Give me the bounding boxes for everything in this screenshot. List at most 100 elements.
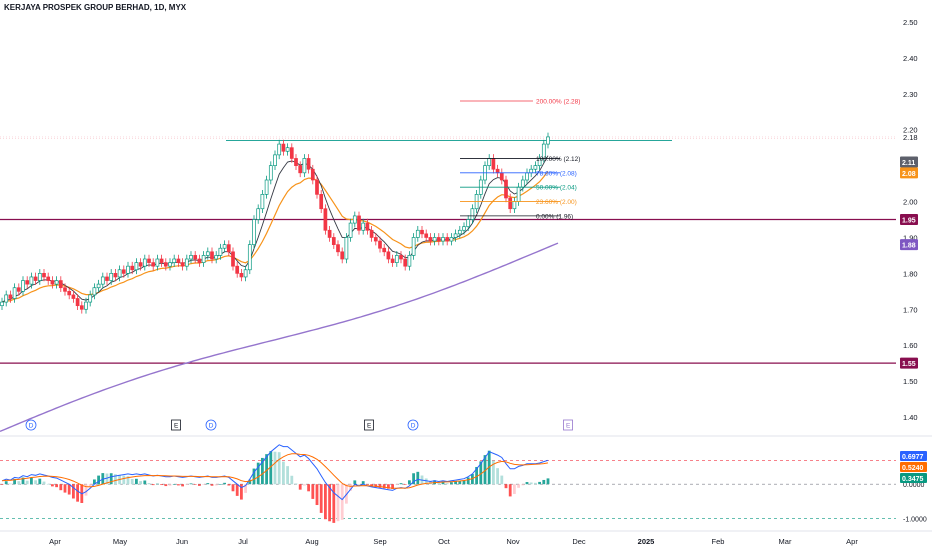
macd-histogram-bar: [319, 484, 323, 513]
candle-body: [529, 168, 534, 174]
macd-histogram-bar: [164, 484, 168, 487]
candle-body: [415, 229, 420, 238]
candle-body: [16, 287, 21, 292]
macd-histogram-bar: [84, 484, 88, 496]
candle-body: [323, 208, 328, 231]
candle-body: [4, 294, 9, 303]
candle-body: [331, 237, 336, 245]
candle-body: [357, 215, 361, 231]
candle-body: [197, 258, 202, 263]
candle-body: [130, 265, 135, 271]
candle-body: [407, 255, 412, 267]
candle-body: [243, 269, 248, 278]
macd-histogram-bar: [324, 484, 327, 520]
earnings-marker: [563, 419, 573, 431]
candle-body: [348, 222, 353, 238]
candle-body: [411, 237, 416, 256]
macd-histogram-bar: [395, 484, 399, 485]
price-badge: [900, 214, 918, 225]
candle-body: [121, 269, 126, 274]
candle-body: [457, 229, 462, 235]
candle-body: [100, 276, 105, 285]
candle-body: [399, 255, 403, 260]
macd-histogram-bar: [492, 460, 495, 485]
macd-histogram-bar: [315, 484, 319, 506]
candle-body: [361, 222, 366, 231]
candle-body: [37, 273, 42, 281]
candle-body: [281, 143, 286, 152]
macd-badge-label: 0.6977: [902, 454, 924, 461]
macd-histogram-bar: [126, 476, 130, 485]
candle-body: [113, 273, 118, 278]
time-tick-label: Mar: [779, 537, 792, 546]
macd-histogram-bar: [130, 478, 134, 485]
candle-body: [176, 258, 181, 263]
candle-body: [117, 269, 122, 278]
candle-body: [142, 258, 147, 267]
candle-body: [109, 273, 114, 281]
candle-body: [352, 215, 357, 224]
macd-histogram-bar: [403, 484, 407, 485]
macd-badge: [900, 462, 927, 472]
fib-level-label: 200.00% (2.28): [536, 99, 580, 106]
macd-histogram-bar: [479, 461, 483, 485]
macd-histogram-bar: [269, 451, 273, 485]
macd-histogram-bar: [412, 473, 415, 485]
candle-body: [126, 265, 130, 274]
price-badge-label: 2.11: [902, 160, 915, 167]
price-tick-label: 2.40: [903, 54, 918, 63]
macd-histogram-bar: [525, 482, 529, 485]
candle-body: [369, 229, 374, 238]
candle-body: [58, 280, 63, 289]
candle-body: [235, 265, 240, 274]
candle-body: [546, 136, 550, 145]
dividend-marker: [407, 419, 419, 431]
macd-histogram-bar: [517, 484, 520, 488]
earnings-marker: [364, 419, 374, 431]
earnings-marker-label: E: [367, 423, 372, 430]
macd-histogram-bar: [496, 468, 499, 485]
candle-body: [42, 273, 46, 278]
macd-histogram-bar: [185, 484, 189, 485]
macd-histogram-bar: [160, 484, 163, 486]
macd-histogram-bar: [13, 478, 16, 485]
candle-body: [54, 280, 59, 285]
price-tick-label: 2.20: [903, 126, 918, 135]
macd-histogram-bar: [168, 484, 172, 486]
candle-body: [63, 287, 67, 292]
macd-histogram-bar: [538, 481, 541, 485]
macd-histogram-bar: [303, 484, 306, 486]
time-tick-label: May: [113, 537, 127, 546]
macd-histogram-bar: [307, 484, 310, 492]
macd-histogram-bar: [235, 484, 239, 496]
macd-histogram-bar: [248, 479, 252, 485]
candle-body: [336, 244, 340, 253]
macd-histogram-bar: [76, 484, 79, 502]
candle-body: [302, 158, 307, 174]
macd-histogram-bar: [298, 484, 302, 490]
candle-body: [256, 208, 261, 220]
macd-histogram-bar: [437, 482, 441, 485]
signal-line: [1, 453, 549, 489]
candle-body: [172, 258, 177, 263]
candle-body: [453, 233, 458, 238]
macd-histogram-bar: [450, 482, 453, 485]
macd-histogram-bar: [256, 462, 260, 485]
macd-histogram-bar: [177, 484, 180, 486]
candle-body: [520, 179, 525, 188]
macd-histogram-bar: [63, 484, 67, 493]
macd-histogram-bar: [286, 466, 289, 485]
candle-body: [327, 229, 332, 238]
candle-body: [260, 194, 265, 210]
macd-badge-label: 0.3475: [902, 476, 924, 483]
macd-histogram-bar: [151, 484, 155, 486]
ma200-line: [0, 242, 559, 433]
candle-body: [386, 251, 391, 260]
candle-body: [344, 237, 349, 260]
candle-body: [508, 197, 513, 210]
dividend-marker-label: D: [29, 423, 34, 430]
macd-histogram-bar: [277, 452, 281, 485]
macd-histogram-bar: [9, 483, 12, 485]
